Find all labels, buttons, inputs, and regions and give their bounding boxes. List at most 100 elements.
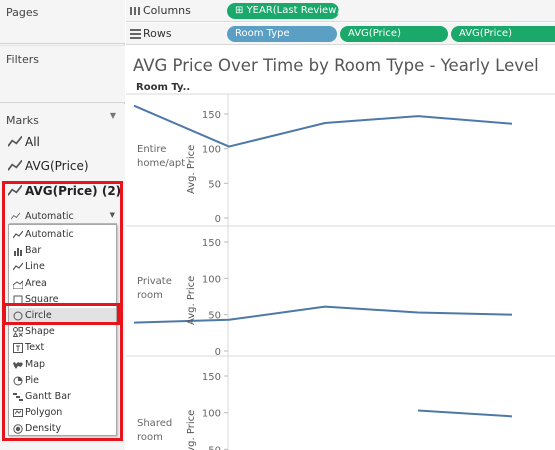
marks-header: Marks ▼ <box>0 108 124 128</box>
y-tick-label: 50 <box>208 311 221 322</box>
mark-type-option-automatic[interactable]: Automatic <box>9 227 116 243</box>
mark-type-select-value: Automatic <box>25 211 74 222</box>
pages-title: Pages <box>6 6 39 19</box>
line-chart: 0 50 100 150 0 50 100 150 50 100 150 <box>126 93 555 450</box>
columns-pill[interactable]: ⊞ YEAR(Last Review) <box>227 3 339 19</box>
mark-type-option-gantt-bar[interactable]: Gantt Bar <box>9 389 116 405</box>
rows-pill-label: Room Type <box>235 28 290 39</box>
rows-label: Rows <box>143 27 172 40</box>
rows-icon <box>130 29 141 39</box>
y-tick-label: 150 <box>202 238 221 249</box>
series-line[interactable] <box>133 104 513 148</box>
circle-icon <box>13 311 23 321</box>
chevron-down-icon: ▼ <box>109 211 115 219</box>
mark-type-option-label: Density <box>25 423 62 435</box>
row-label[interactable]: Private room <box>137 275 172 303</box>
mark-type-option-shape[interactable]: Shape <box>9 324 116 340</box>
series-line[interactable] <box>133 305 513 324</box>
mark-type-option-label: Map <box>25 358 46 370</box>
automatic-icon <box>13 230 23 239</box>
columns-icon <box>130 7 140 15</box>
columns-label: Columns <box>143 4 191 17</box>
mark-type-option-label: Bar <box>25 245 42 257</box>
mark-type-option-label: Pie <box>25 374 40 386</box>
rows-pill-room-type[interactable]: Room Type <box>227 26 337 42</box>
density-icon <box>13 424 23 435</box>
y-tick-label: 100 <box>202 145 221 156</box>
mark-type-option-label: Automatic <box>25 229 74 240</box>
marks-row-avg-price[interactable]: AVG(Price) <box>0 156 124 180</box>
row-label-line: Entire <box>137 144 167 155</box>
highlight-box-circle <box>3 303 120 325</box>
y-tick-label: 150 <box>202 372 221 383</box>
series-line[interactable] <box>417 409 513 418</box>
area-icon <box>13 279 23 289</box>
columns-pill-label: YEAR(Last Review) <box>246 5 339 16</box>
worksheet-view: AVG Price Over Time by Room Type - Yearl… <box>126 46 555 450</box>
columns-shelf[interactable]: Columns ⊞ YEAR(Last Review) <box>126 0 555 22</box>
rows-pill-avg-price-1[interactable]: AVG(Price) <box>340 26 448 42</box>
y-tick-label: 100 <box>202 274 221 285</box>
marks-row-label: AVG(Price) <box>25 159 89 173</box>
marks-row-label: AVG(Price) (2) <box>25 184 122 198</box>
rows-pill-label: AVG(Price) <box>459 28 512 39</box>
marks-row-label: All <box>25 135 40 149</box>
mark-type-option-label: Square <box>25 293 59 305</box>
mark-type-option-area[interactable]: Area <box>9 276 116 292</box>
pages-card: Pages <box>0 0 125 44</box>
y-tick-label: 150 <box>202 110 221 121</box>
mark-type-option-pie[interactable]: Pie <box>9 373 116 389</box>
filters-card[interactable]: Filters <box>0 45 125 103</box>
mark-type-option-label: Line <box>25 261 45 273</box>
gantt-bar-icon <box>13 393 23 401</box>
rows-pill-label: AVG(Price) <box>348 28 401 39</box>
mark-type-option-circle[interactable]: Circle <box>9 308 116 324</box>
row-label[interactable]: Entire home/apt <box>137 143 185 171</box>
filters-title: Filters <box>6 53 39 66</box>
view-title: AVG Price Over Time by Room Type - Yearl… <box>133 56 539 75</box>
pie-icon <box>13 376 23 386</box>
mark-type-option-line[interactable]: Line <box>9 259 116 275</box>
mark-type-option-map[interactable]: Map <box>9 357 116 373</box>
shape-icon <box>13 327 23 338</box>
line-mark-icon <box>8 135 22 147</box>
marks-menu-chevron-icon[interactable]: ▼ <box>109 111 116 120</box>
y-tick-label: 100 <box>202 409 221 420</box>
marks-row-all[interactable]: All <box>0 132 124 156</box>
row-label-line: Shared <box>137 418 173 429</box>
map-icon <box>13 361 23 369</box>
mark-type-menu: Automatic Bar Line Area Square Circle Shape Tex… <box>8 224 117 436</box>
row-label-line: home/apt <box>137 158 186 169</box>
mark-type-option-polygon[interactable]: Polygon <box>9 405 116 421</box>
marks-title: Marks <box>6 114 39 127</box>
rows-shelf[interactable]: Rows Room Type AVG(Price) AVG(Price) <box>126 23 555 45</box>
mark-type-option-text[interactable]: Text <box>9 340 116 356</box>
mark-type-option-bar[interactable]: Bar <box>9 243 116 259</box>
row-label-line: room <box>137 289 163 301</box>
row-label[interactable]: Shared room <box>137 417 172 445</box>
mark-type-option-label: Shape <box>25 326 55 338</box>
y-axis-title: Avg. Price <box>186 144 197 194</box>
rows-pill-avg-price-2[interactable]: AVG(Price) <box>451 26 555 42</box>
line-icon <box>13 263 23 271</box>
mark-type-option-label: Area <box>25 277 47 289</box>
row-header-title[interactable]: Room Ty.. <box>136 82 191 93</box>
y-tick-label: 0 <box>215 214 221 225</box>
row-label-line: room <box>137 432 163 443</box>
mark-type-option-density[interactable]: Density <box>9 421 116 437</box>
mark-type-select[interactable]: Automatic ▼ <box>9 210 117 224</box>
line-mark-icon <box>11 212 20 220</box>
mark-type-option-label: Circle <box>25 310 52 321</box>
row-label-line: Private <box>137 275 172 287</box>
y-axis-title: Avg. Price <box>186 275 197 325</box>
mark-type-option-label: Gantt Bar <box>25 391 71 402</box>
line-mark-icon <box>8 184 22 196</box>
y-tick-label: 50 <box>208 179 221 190</box>
plus-icon: ⊞ <box>235 5 247 16</box>
line-mark-icon <box>8 159 22 171</box>
marks-row-avg-price-2[interactable]: AVG(Price) (2) <box>0 181 124 205</box>
y-axis-title: Avg. Price <box>186 409 197 450</box>
y-tick-label: 50 <box>208 445 221 450</box>
mark-type-option-label: Text <box>25 342 45 354</box>
y-tick-label: 0 <box>215 347 221 358</box>
